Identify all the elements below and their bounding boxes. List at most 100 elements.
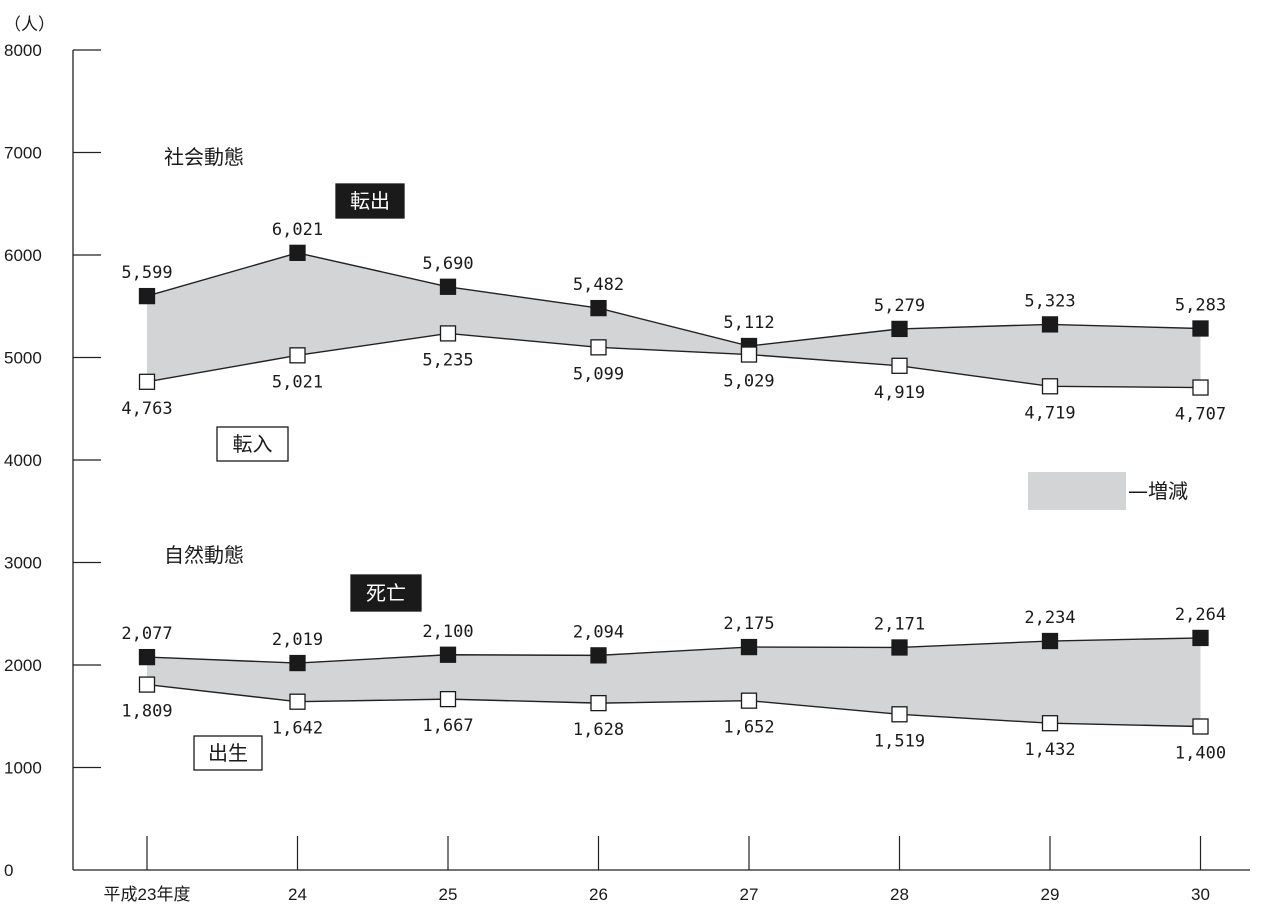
x-tick-label: 29: [1041, 885, 1060, 904]
legend: —増減: [1028, 472, 1188, 510]
y-tick-label: 6000: [4, 246, 42, 265]
filled-marker: [891, 639, 908, 656]
y-tick-label: 1000: [4, 759, 42, 778]
filled-marker: [289, 244, 306, 261]
y-tick-label: 4000: [4, 451, 42, 470]
y-tick-label: 5000: [4, 349, 42, 368]
open-marker: [1041, 715, 1059, 732]
filled-marker: [590, 647, 607, 664]
series-name-badge-filled: [350, 574, 422, 612]
data-label: 1,642: [272, 719, 323, 739]
series-name-label: 転入: [233, 432, 273, 456]
data-label: 5,235: [422, 350, 473, 370]
filled-marker: [740, 638, 758, 656]
data-label: 5,099: [573, 364, 624, 384]
y-tick-label: 0: [4, 861, 13, 880]
data-label: 1,400: [1175, 744, 1226, 764]
open-marker: [590, 339, 607, 356]
data-label: 2,234: [1024, 608, 1075, 628]
series-markers: [138, 244, 1209, 735]
open-marker: [891, 357, 908, 374]
group-heading: 社会動態: [164, 145, 244, 169]
data-label: 1,667: [422, 716, 473, 736]
data-label: 1,809: [121, 702, 172, 722]
data-label: 5,482: [573, 275, 624, 295]
series-name-badge-outlined: [193, 735, 263, 771]
x-tick-label: 28: [890, 885, 909, 904]
open-marker: [138, 373, 156, 390]
data-label: 1,432: [1024, 740, 1075, 760]
data-label: 2,264: [1175, 605, 1226, 625]
open-marker: [740, 692, 758, 709]
series-line: [146, 252, 1201, 347]
series-name-label: 死亡: [366, 581, 406, 605]
series-line: [146, 637, 1201, 664]
data-label: 4,707: [1175, 405, 1226, 425]
open-marker: [289, 347, 306, 364]
open-marker: [1192, 379, 1209, 396]
group-heading: 自然動態: [164, 543, 244, 567]
data-label: 2,094: [573, 622, 624, 642]
filled-marker: [439, 646, 457, 663]
filled-marker: [289, 654, 306, 672]
data-label: 4,919: [874, 383, 925, 403]
data-label: 2,019: [272, 630, 323, 650]
data-label: 5,112: [723, 313, 774, 333]
open-marker: [289, 693, 306, 710]
open-marker: [439, 690, 457, 708]
data-label: 5,599: [121, 263, 172, 283]
filled-marker: [590, 299, 607, 317]
series-name-badge-outlined: [216, 426, 289, 462]
data-label: 2,077: [121, 624, 172, 644]
data-label: 5,021: [272, 372, 323, 392]
change-band: [147, 637, 1201, 727]
data-label: 5,690: [422, 254, 473, 274]
data-label: 1,652: [723, 718, 774, 738]
filled-marker: [1041, 316, 1059, 333]
data-label: 5,279: [874, 296, 925, 316]
y-tick-label: 7000: [4, 144, 42, 163]
y-tick-label: 3000: [4, 554, 42, 573]
y-tick-label: 2000: [4, 656, 42, 675]
data-label: 1,628: [573, 720, 624, 740]
series-line: [146, 332, 1201, 389]
series-name-badge-filled: [335, 183, 405, 219]
data-label: 2,171: [874, 614, 925, 634]
data-label: 1,519: [874, 731, 925, 751]
x-tick-label: 30: [1191, 885, 1210, 904]
filled-marker: [138, 287, 156, 305]
series-lines: [146, 252, 1201, 728]
series-name-label: 転出: [350, 189, 390, 213]
open-marker: [740, 346, 758, 363]
filled-marker: [1192, 629, 1209, 647]
filled-marker: [1041, 632, 1059, 650]
change-bands: [147, 252, 1201, 727]
open-marker: [138, 676, 156, 693]
data-label: 4,763: [121, 399, 172, 419]
filled-marker: [439, 278, 457, 295]
data-label: 5,283: [1175, 295, 1226, 315]
legend-band-label: —増減: [1128, 479, 1188, 503]
data-label: 5,029: [723, 372, 774, 392]
open-marker: [1192, 718, 1209, 735]
data-label: 2,100: [422, 622, 473, 642]
open-marker: [1041, 378, 1059, 395]
open-marker: [891, 706, 908, 723]
y-tick-label: 8000: [4, 41, 42, 60]
change-band: [147, 252, 1201, 388]
open-marker: [439, 325, 457, 342]
x-tick-label: 24: [288, 885, 307, 904]
x-tick-label: 27: [740, 885, 759, 904]
filled-marker: [891, 320, 908, 338]
x-tick-label: 26: [589, 885, 608, 904]
data-label: 6,021: [272, 220, 323, 240]
series-name-label: 出生: [208, 741, 248, 765]
value-labels: 5,599 6,021 5,690 5,482 5,112 5,279 5,323 5,283…: [121, 220, 1226, 764]
y-axis-unit-label: （人）: [4, 15, 55, 34]
series-line: [146, 683, 1201, 728]
legend-band-swatch: [1028, 472, 1126, 510]
filled-marker: [1192, 320, 1209, 337]
data-label: 5,323: [1024, 291, 1075, 311]
